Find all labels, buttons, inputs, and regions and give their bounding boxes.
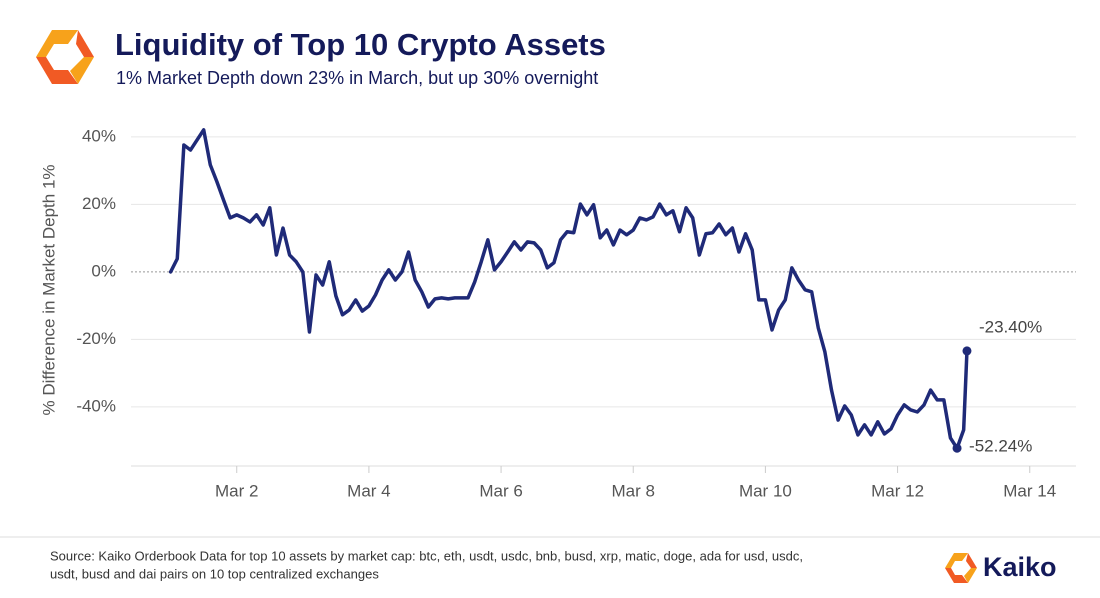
source-note: Source: Kaiko Orderbook Data for top 10 … xyxy=(50,548,803,563)
brand-logo xyxy=(945,553,977,583)
y-tick-label: -40% xyxy=(76,396,116,415)
x-tick-label: Mar 10 xyxy=(739,481,792,500)
y-tick-label: 20% xyxy=(82,194,116,213)
x-tick-label: Mar 2 xyxy=(215,481,258,500)
data-label: -52.24% xyxy=(969,437,1032,456)
chart-title: Liquidity of Top 10 Crypto Assets xyxy=(115,27,606,62)
y-tick-label: 0% xyxy=(91,261,116,280)
y-axis-label: % Difference in Market Depth 1% xyxy=(39,164,58,415)
x-tick-label: Mar 14 xyxy=(1003,481,1056,500)
chart-subtitle: 1% Market Depth down 23% in March, but u… xyxy=(116,68,598,88)
x-tick-label: Mar 4 xyxy=(347,481,390,500)
data-label: -23.40% xyxy=(979,317,1042,336)
source-note: usdt, busd and dai pairs on 10 top centr… xyxy=(50,566,379,581)
data-line xyxy=(168,128,969,450)
x-tick-label: Mar 8 xyxy=(612,481,655,500)
x-tick-label: Mar 12 xyxy=(871,481,924,500)
point-marker xyxy=(952,443,962,453)
brand-name: Kaiko xyxy=(983,552,1057,582)
y-tick-label: -20% xyxy=(76,329,116,348)
point-marker xyxy=(962,346,972,356)
y-tick-label: 40% xyxy=(82,126,116,145)
logo xyxy=(36,30,94,84)
x-tick-label: Mar 6 xyxy=(479,481,522,500)
